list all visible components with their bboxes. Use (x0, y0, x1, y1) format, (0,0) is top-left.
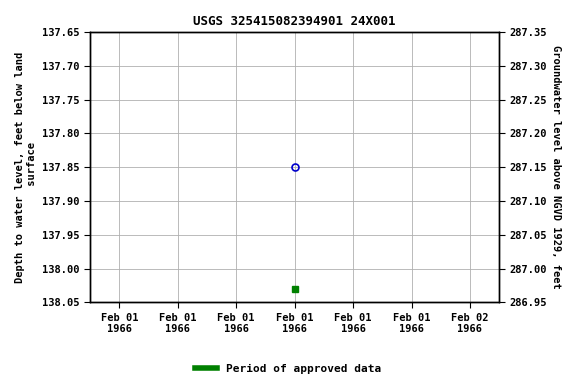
Y-axis label: Depth to water level, feet below land
 surface: Depth to water level, feet below land su… (15, 51, 37, 283)
Title: USGS 325415082394901 24X001: USGS 325415082394901 24X001 (194, 15, 396, 28)
Legend: Period of approved data: Period of approved data (191, 359, 385, 379)
Y-axis label: Groundwater level above NGVD 1929, feet: Groundwater level above NGVD 1929, feet (551, 45, 561, 289)
